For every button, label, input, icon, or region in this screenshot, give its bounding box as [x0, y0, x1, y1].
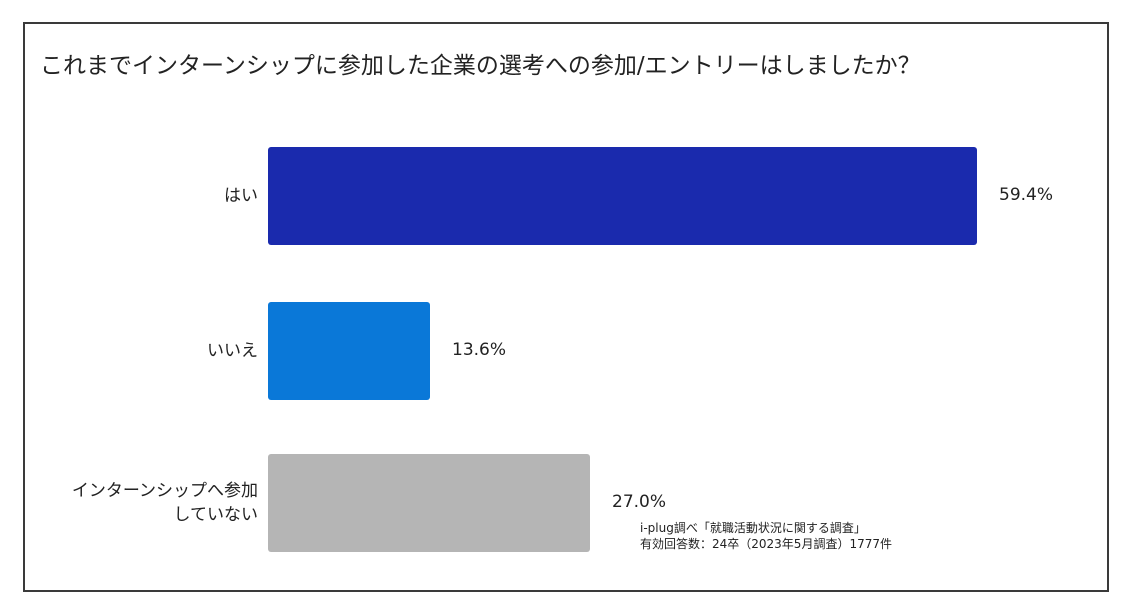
- bar-yes: [268, 147, 977, 245]
- value-label-yes: 59.4%: [999, 185, 1054, 205]
- source-line-2: 有効回答数：24卒（2023年5月調査）1777件: [640, 537, 892, 551]
- category-label-line: していない: [173, 505, 259, 525]
- bar-not-participated: [268, 454, 590, 552]
- chart-title: これまでインターンシップに参加した企業の選考への参加/エントリーはしましたか？: [40, 53, 921, 79]
- source-line-1: i-plug調べ「就職活動状況に関する調査」: [640, 521, 866, 535]
- category-label-no: いいえ: [207, 339, 258, 363]
- bar-no: [268, 302, 430, 400]
- category-label-line: インターンシップへ参加: [71, 481, 258, 501]
- category-label-line: はい: [224, 186, 258, 206]
- category-label-yes: はい: [224, 184, 258, 208]
- category-label-not-participated: インターンシップへ参加していない: [72, 479, 258, 527]
- value-label-not-participated: 27.0%: [612, 492, 667, 512]
- source-note: i-plug調べ「就職活動状況に関する調査」 有効回答数：24卒（2023年5月…: [640, 520, 892, 552]
- value-label-no: 13.6%: [452, 340, 507, 360]
- category-label-line: いいえ: [207, 341, 258, 361]
